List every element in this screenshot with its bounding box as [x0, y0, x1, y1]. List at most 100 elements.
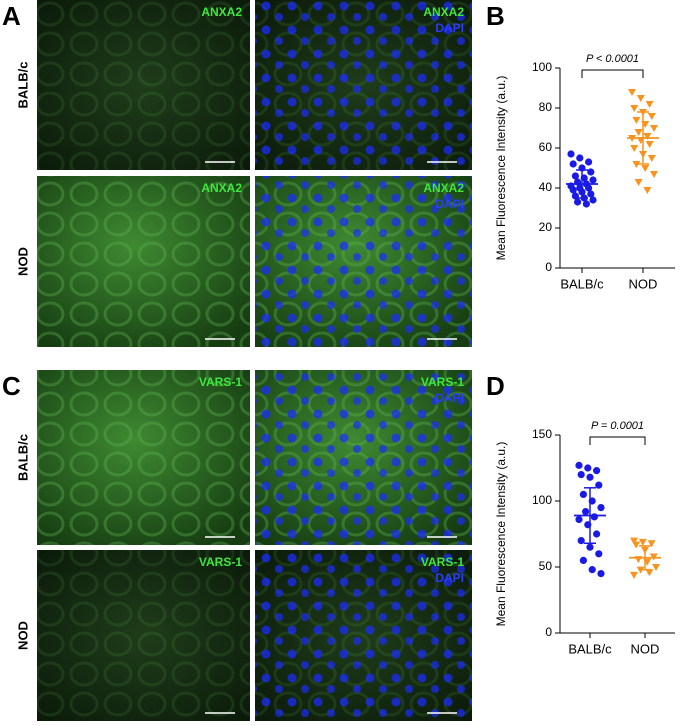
data-point [567, 150, 575, 158]
data-point [569, 160, 577, 168]
stain-label: ANXA2 [423, 5, 464, 19]
data-point [647, 155, 656, 162]
data-point [645, 569, 654, 577]
p-value: P < 0.0001 [586, 53, 639, 65]
stain-label: ANXA2 [423, 181, 464, 195]
data-point [579, 556, 588, 565]
data-point [597, 570, 605, 578]
micrograph-texture [37, 0, 250, 170]
data-point [576, 154, 584, 162]
data-point [571, 172, 580, 180]
data-point [575, 515, 583, 524]
data-point [577, 537, 585, 545]
stain-label: ANXA2 [201, 181, 242, 195]
data-point [636, 95, 645, 102]
row-label: BALB/c [15, 62, 30, 109]
p-value: P = 0.0001 [591, 420, 644, 432]
data-point [628, 89, 636, 96]
stain-label: VARS-1 [421, 375, 464, 389]
stain-label: DAPI [435, 391, 464, 405]
y-axis-label: Mean Fluorescence Intensity (a.u.) [494, 442, 508, 627]
data-point [634, 179, 643, 186]
y-tick-label: 100 [532, 493, 552, 507]
stain-label: DAPI [435, 571, 464, 585]
micrograph-texture [37, 370, 250, 545]
x-tick-label: NOD [631, 641, 660, 656]
data-point [647, 540, 656, 548]
dapi-overlay [255, 370, 472, 545]
stain-label: VARS-1 [199, 555, 242, 569]
data-point [595, 481, 603, 489]
panel-letter: A [2, 1, 21, 31]
data-point [585, 158, 593, 166]
significance-bracket [589, 436, 646, 445]
y-tick-label: 0 [545, 625, 552, 639]
data-point [643, 133, 652, 140]
y-tick-label: 20 [539, 220, 553, 234]
data-point [569, 186, 577, 194]
data-point [579, 490, 588, 498]
dapi-overlay [255, 550, 472, 721]
data-point [586, 543, 594, 551]
data-point [577, 471, 585, 479]
data-point [588, 566, 596, 574]
x-tick-label: NOD [629, 276, 658, 291]
stain-label: DAPI [435, 21, 464, 35]
data-point [586, 473, 594, 481]
data-point [650, 125, 658, 132]
data-point [650, 171, 658, 178]
data-point [632, 117, 641, 124]
stain-label: DAPI [435, 197, 464, 211]
data-point [643, 187, 652, 194]
y-tick-label: 60 [539, 140, 553, 154]
dapi-overlay [255, 176, 472, 347]
y-tick-label: 150 [532, 427, 552, 441]
y-tick-label: 100 [532, 60, 552, 74]
y-tick-label: 40 [539, 180, 553, 194]
y-tick-label: 0 [545, 260, 552, 274]
data-point [645, 141, 654, 148]
data-point [647, 113, 656, 120]
data-point [595, 550, 603, 558]
data-point [630, 537, 638, 545]
data-point [589, 196, 597, 204]
data-point [630, 145, 639, 152]
y-tick-label: 50 [539, 559, 553, 573]
row-label: NOD [15, 247, 30, 276]
panel-letter: B [486, 1, 505, 31]
x-tick-label: BALB/c [560, 276, 604, 291]
data-point [582, 507, 590, 516]
data-point [632, 161, 641, 168]
data-point [582, 200, 591, 208]
y-axis-label: Mean Fluorescence Intensity (a.u.) [494, 76, 508, 261]
data-point [587, 168, 595, 176]
stain-label: VARS-1 [421, 555, 464, 569]
data-point [585, 184, 593, 192]
data-point [589, 176, 597, 184]
data-point [590, 513, 599, 521]
panel-letter: D [486, 371, 505, 401]
data-point [638, 538, 647, 546]
data-point [630, 105, 639, 112]
data-point [593, 467, 601, 475]
data-point [634, 129, 643, 136]
data-point [652, 564, 660, 571]
data-point [593, 530, 601, 538]
data-point [641, 165, 650, 172]
row-label: BALB/c [15, 434, 30, 481]
data-point [630, 571, 638, 579]
dapi-overlay [255, 0, 472, 170]
stain-label: ANXA2 [201, 5, 242, 19]
x-tick-label: BALB/c [568, 641, 612, 656]
y-tick-label: 80 [539, 100, 553, 114]
micrograph-texture [37, 176, 250, 347]
data-point [584, 464, 592, 472]
data-point [645, 101, 654, 108]
data-point [574, 198, 582, 206]
panel-letter: C [2, 371, 21, 401]
data-point [575, 461, 583, 469]
significance-bracket [581, 69, 644, 78]
data-point [597, 504, 605, 512]
data-point [587, 190, 595, 198]
